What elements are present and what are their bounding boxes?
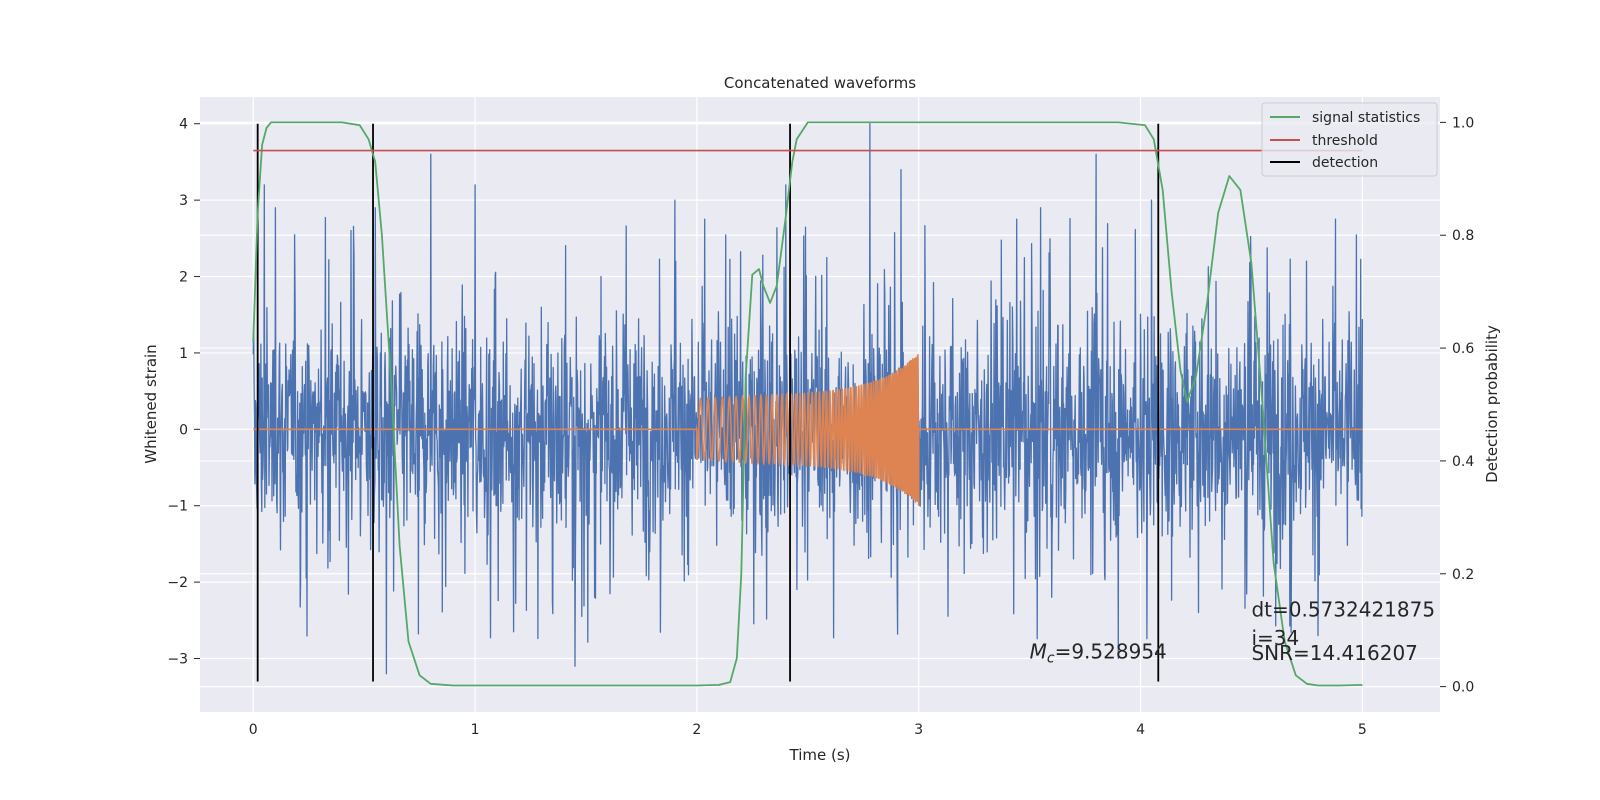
y2-tick-label: 0.2 — [1452, 567, 1474, 583]
x-tick-label: 5 — [1358, 722, 1367, 738]
chart-title: Concatenated waveforms — [724, 74, 916, 92]
legend-signal-label: signal statistics — [1312, 110, 1420, 126]
template-line — [253, 354, 1363, 506]
x-tick-label: 2 — [692, 722, 701, 738]
y-tick-label: 0 — [179, 422, 188, 438]
x-tick-label: 0 — [249, 722, 258, 738]
annotation-dt: dt=0.5732421875 — [1251, 598, 1435, 622]
x-tick-label: 3 — [914, 722, 923, 738]
legend-box — [1261, 102, 1438, 177]
y-tick-label: −3 — [167, 652, 188, 668]
y-tick-label: −2 — [167, 575, 188, 591]
y-tick-label: 1 — [179, 346, 188, 362]
y-tick-label: −1 — [167, 499, 188, 515]
y-tick-label: 3 — [179, 193, 188, 209]
y-tick-label: 4 — [179, 117, 188, 133]
annotation-snr: SNR=14.416207 — [1251, 641, 1417, 665]
y-axis-label: Whitened strain — [142, 344, 160, 463]
strain-line — [252, 123, 1364, 675]
legend-detection-label: detection — [1312, 155, 1378, 171]
legend-threshold-label: threshold — [1312, 133, 1378, 149]
y-tick-label: 2 — [179, 270, 188, 286]
x-axis-label: Time (s) — [789, 746, 851, 764]
annotations: Mc=9.528954 dt=0.5732421875 i=34SNR=14.41… — [1030, 598, 1435, 667]
y2-axis-label: Detection probability — [1483, 325, 1501, 483]
y2-tick-label: 0.8 — [1452, 228, 1474, 244]
x-tick-label: 4 — [1136, 722, 1145, 738]
y2-tick-label: 0.6 — [1452, 341, 1474, 357]
annotation-idx: i=34 — [1251, 626, 1299, 650]
series-layer — [252, 121, 1364, 687]
annotation-mc: Mc=9.528954 — [1030, 640, 1167, 667]
y2-tick-label: 0.0 — [1452, 680, 1474, 696]
y2-tick-label: 1.0 — [1452, 115, 1474, 131]
ticks: 0 1 2 3 4 5 −3 −2 −1 0 1 2 3 4 0.0 0.2 0.4 0.6 0.8 1.0 — [167, 115, 1474, 738]
legend: signal statistics threshold detection — [1261, 102, 1438, 177]
signal-statistics-line — [252, 121, 1363, 687]
x-tick-label: 1 — [471, 722, 480, 738]
y2-tick-label: 0.4 — [1452, 454, 1474, 470]
